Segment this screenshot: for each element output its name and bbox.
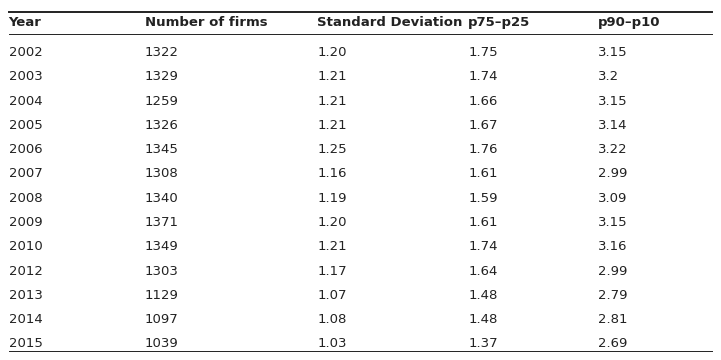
Text: 1371: 1371 [145,216,179,229]
Text: 1.20: 1.20 [317,46,347,59]
Text: 1.21: 1.21 [317,95,347,108]
Text: 1308: 1308 [145,167,179,180]
Text: p75–p25: p75–p25 [468,16,531,29]
Text: 1129: 1129 [145,289,179,302]
Text: 1.67: 1.67 [468,119,497,132]
Text: 2005: 2005 [9,119,43,132]
Text: 3.22: 3.22 [598,143,627,156]
Text: 1.74: 1.74 [468,70,497,83]
Text: 2012: 2012 [9,265,43,278]
Text: 3.15: 3.15 [598,46,627,59]
Text: 1.76: 1.76 [468,143,497,156]
Text: 2014: 2014 [9,313,43,326]
Text: 1349: 1349 [145,240,179,253]
Text: 2002: 2002 [9,46,43,59]
Text: 2.69: 2.69 [598,337,627,351]
Text: 2009: 2009 [9,216,43,229]
Text: 1.64: 1.64 [468,265,497,278]
Text: 1345: 1345 [145,143,179,156]
Text: 1.03: 1.03 [317,337,347,351]
Text: 1097: 1097 [145,313,179,326]
Text: 1.66: 1.66 [468,95,497,108]
Text: 2013: 2013 [9,289,43,302]
Text: 1.21: 1.21 [317,70,347,83]
Text: Standard Deviation: Standard Deviation [317,16,463,29]
Text: 3.15: 3.15 [598,95,627,108]
Text: 1.48: 1.48 [468,313,497,326]
Text: 1.61: 1.61 [468,216,497,229]
Text: 2008: 2008 [9,192,43,205]
Text: 2004: 2004 [9,95,43,108]
Text: 2.99: 2.99 [598,265,627,278]
Text: 3.09: 3.09 [598,192,627,205]
Text: 2006: 2006 [9,143,43,156]
Text: 3.16: 3.16 [598,240,627,253]
Text: 1326: 1326 [145,119,179,132]
Text: 1303: 1303 [145,265,179,278]
Text: 2010: 2010 [9,240,43,253]
Text: 1.74: 1.74 [468,240,497,253]
Text: 1259: 1259 [145,95,179,108]
Text: 1.59: 1.59 [468,192,497,205]
Text: 2.99: 2.99 [598,167,627,180]
Text: 3.2: 3.2 [598,70,619,83]
Text: 1.20: 1.20 [317,216,347,229]
Text: 2.79: 2.79 [598,289,627,302]
Text: 1.16: 1.16 [317,167,347,180]
Text: Year: Year [9,16,41,29]
Text: 3.15: 3.15 [598,216,627,229]
Text: 3.14: 3.14 [598,119,627,132]
Text: 1340: 1340 [145,192,179,205]
Text: 1.48: 1.48 [468,289,497,302]
Text: 1322: 1322 [145,46,179,59]
Text: 1.21: 1.21 [317,119,347,132]
Text: 1.75: 1.75 [468,46,498,59]
Text: 1.17: 1.17 [317,265,347,278]
Text: 2.81: 2.81 [598,313,627,326]
Text: 1329: 1329 [145,70,179,83]
Text: Number of firms: Number of firms [145,16,267,29]
Text: 1.37: 1.37 [468,337,498,351]
Text: 1.19: 1.19 [317,192,347,205]
Text: 2007: 2007 [9,167,43,180]
Text: 1.21: 1.21 [317,240,347,253]
Text: 2003: 2003 [9,70,43,83]
Text: 1.07: 1.07 [317,289,347,302]
Text: 1.25: 1.25 [317,143,347,156]
Text: 1.08: 1.08 [317,313,347,326]
Text: 1.61: 1.61 [468,167,497,180]
Text: p90–p10: p90–p10 [598,16,660,29]
Text: 1039: 1039 [145,337,179,351]
Text: 2015: 2015 [9,337,43,351]
